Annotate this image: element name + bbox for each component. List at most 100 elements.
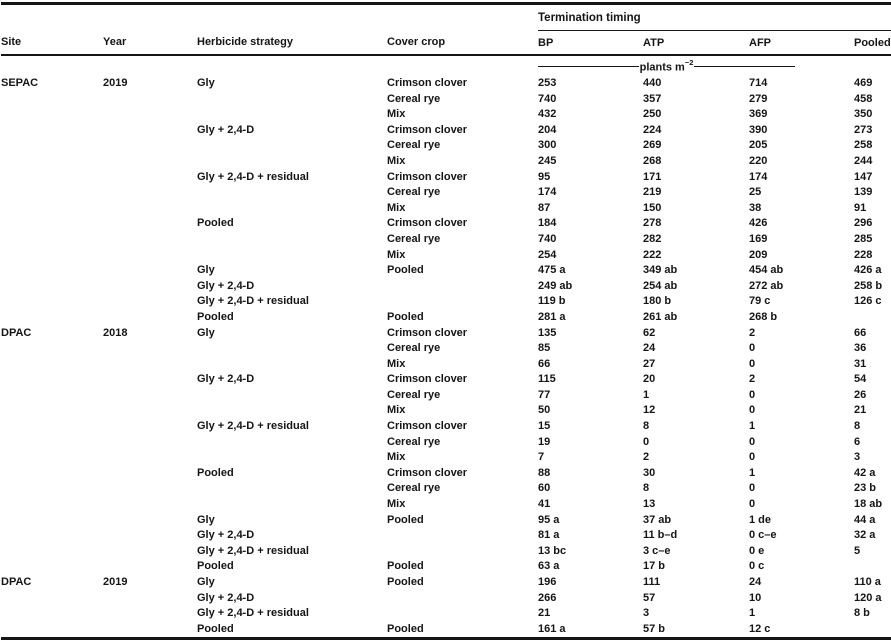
atp-value-cell: 357 (643, 92, 662, 105)
herbicide-strategy-cell: Gly + 2,4-D (197, 373, 255, 386)
table-row: Mix 50 12 0 21 (1, 403, 891, 419)
year-cell (103, 341, 197, 357)
afp-value-cell: 0 (749, 451, 756, 464)
cover-crop-cell: Crimson clover (387, 373, 468, 386)
column-header-bp: BP (538, 30, 643, 56)
afp-value-cell: 0 (749, 482, 756, 495)
site-cell (1, 232, 103, 248)
year-cell (103, 528, 197, 544)
table-row: Gly + 2,4-D 249 ab 254 ab 272 ab 258 b (1, 279, 891, 295)
site-cell (1, 466, 103, 482)
cover-crop-cell: Pooled (387, 622, 424, 635)
herbicide-strategy-cell: Gly + 2,4-D + residual (197, 420, 309, 433)
pooled-value-cell (854, 559, 891, 575)
column-header-row: Site Year Herbicide strategy Cover crop … (1, 30, 891, 56)
cover-crop-cell: Mix (387, 404, 406, 417)
bp-value-cell: 249 ab (538, 279, 573, 292)
herbicide-strategy-cell (197, 185, 387, 201)
atp-value-cell: 250 (643, 108, 662, 121)
afp-value-cell: 205 (749, 139, 768, 152)
afp-value-cell: 369 (749, 108, 768, 121)
bp-value-cell: 115 (538, 373, 556, 386)
year-cell (103, 559, 197, 575)
bp-value-cell: 281 a (538, 310, 566, 323)
cover-crop-cell (387, 544, 538, 560)
pooled-value-cell: 296 (854, 217, 873, 230)
pooled-value-cell: 21 (854, 404, 867, 417)
pooled-value-cell: 42 a (854, 466, 876, 479)
cover-crop-cell: Pooled (387, 576, 424, 588)
table-row: Gly + 2,4-D + residual Crimson clover 95 17… (1, 170, 891, 186)
herbicide-strategy-cell: Gly (197, 264, 215, 277)
pooled-value-cell: 126 c (854, 295, 882, 308)
table-row: Gly + 2,4-D Crimson clover 204 224 390 273 (1, 123, 891, 139)
site-cell (1, 185, 103, 201)
afp-value-cell: 0 c–e (749, 529, 777, 542)
herbicide-strategy-cell: Gly + 2,4-D + residual (197, 170, 309, 183)
column-header-site: Site (1, 30, 103, 56)
pooled-value-cell: 120 a (854, 591, 882, 604)
cover-crop-cell: Mix (387, 108, 406, 121)
atp-value-cell: 27 (643, 357, 656, 370)
table-row: Mix 41 13 0 18 ab (1, 497, 891, 513)
bp-value-cell: 254 (538, 248, 557, 261)
atp-value-cell: 62 (643, 326, 656, 339)
bp-value-cell: 87 (538, 201, 551, 214)
pooled-value-cell: 5 (854, 544, 861, 557)
afp-value-cell: 0 (749, 435, 756, 448)
afp-value-cell: 1 (749, 607, 756, 620)
atp-value-cell: 254 ab (643, 279, 678, 292)
cover-crop-cell: Crimson clover (387, 170, 468, 183)
afp-value-cell: 25 (749, 186, 762, 199)
atp-value-cell: 3 (643, 607, 650, 620)
cover-crop-cell: Cereal rye (387, 139, 441, 152)
atp-value-cell: 17 b (643, 560, 666, 573)
cover-crop-cell: Pooled (387, 264, 424, 277)
site-cell: SEPAC (1, 77, 39, 89)
table-row: Mix 432 250 369 350 (1, 107, 891, 123)
cover-crop-cell (387, 528, 538, 544)
pooled-value-cell: 32 a (854, 529, 876, 542)
herbicide-strategy-cell: Gly + 2,4-D + residual (197, 607, 309, 620)
pooled-value-cell: 244 (854, 154, 873, 167)
herbicide-strategy-cell: Gly + 2,4-D + residual (197, 295, 309, 308)
afp-value-cell: 0 c (749, 560, 765, 573)
year-cell (103, 591, 197, 607)
column-header-atp: ATP (643, 30, 749, 56)
units-rule-left (538, 65, 639, 67)
bp-value-cell: 85 (538, 342, 551, 355)
table-row: Pooled Pooled 63 a 17 b 0 c (1, 559, 891, 575)
cover-crop-cell: Mix (387, 357, 406, 370)
year-cell: 2018 (103, 326, 128, 339)
atp-value-cell: 1 (643, 388, 650, 401)
herbicide-strategy-cell (197, 481, 387, 497)
cover-crop-cell (387, 279, 538, 295)
table-row: Mix 245 268 220 244 (1, 154, 891, 170)
afp-value-cell: 1 (749, 466, 756, 479)
units-spacer (1, 55, 538, 76)
bp-value-cell: 300 (538, 139, 557, 152)
site-cell (1, 170, 103, 186)
table-row: Gly + 2,4-D + residual 119 b 180 b 79 c 126 … (1, 294, 891, 310)
year-cell (103, 279, 197, 295)
bp-value-cell: 196 (538, 576, 557, 588)
atp-value-cell: 20 (643, 373, 656, 386)
column-header-cover-crop: Cover crop (387, 30, 538, 56)
afp-value-cell: 0 e (749, 544, 765, 557)
site-cell (1, 123, 103, 139)
afp-value-cell: 12 c (749, 622, 771, 635)
year-cell (103, 123, 197, 139)
afp-value-cell: 0 (749, 404, 756, 417)
site-cell (1, 497, 103, 513)
herbicide-strategy-cell (197, 450, 387, 466)
cover-crop-cell: Cereal rye (387, 435, 441, 448)
year-cell (103, 294, 197, 310)
table-row: DPAC 2018 Gly Crimson clover 135 62 2 66 (1, 326, 891, 342)
afp-value-cell: 1 de (749, 513, 772, 526)
herbicide-strategy-cell (197, 497, 387, 513)
cover-crop-cell: Cereal rye (387, 186, 441, 199)
table-row: Cereal rye 60 8 0 23 b (1, 481, 891, 497)
atp-value-cell: 2 (643, 451, 650, 464)
